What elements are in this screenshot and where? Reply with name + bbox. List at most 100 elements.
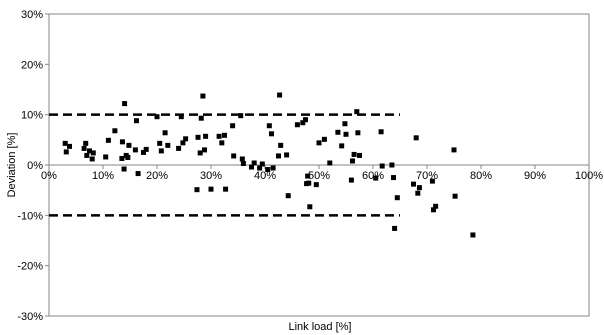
data-point <box>162 130 168 136</box>
y-tick-label: -10% <box>17 210 43 222</box>
data-point <box>62 140 68 146</box>
data-point <box>394 195 400 201</box>
data-point <box>122 101 128 107</box>
y-tick-label: 0% <box>27 160 43 172</box>
data-point <box>238 113 244 119</box>
data-point <box>126 142 132 148</box>
data-point <box>240 160 246 166</box>
data-point <box>433 203 439 209</box>
x-tick-label: 40% <box>254 170 276 182</box>
data-point <box>306 180 312 186</box>
x-tick-label: 0% <box>41 170 57 182</box>
data-point <box>259 161 265 167</box>
data-point <box>223 186 229 192</box>
data-point <box>470 232 476 238</box>
x-axis-title: Link load [%] <box>289 321 352 333</box>
x-axis-ticks: 0% 10% 20% 30% 40% 50% 60% 70% 80% 90% 100% <box>41 164 603 182</box>
data-point <box>222 132 227 138</box>
reference-lines <box>49 113 400 217</box>
data-point <box>416 185 422 191</box>
data-point <box>355 130 361 136</box>
data-point <box>121 166 127 172</box>
data-point <box>305 173 311 179</box>
data-point <box>157 140 163 146</box>
data-point <box>165 142 171 148</box>
x-tick-label: 50% <box>308 170 330 182</box>
data-point <box>67 143 73 149</box>
data-point <box>143 146 149 152</box>
data-point <box>197 150 203 156</box>
x-tick-label: 30% <box>200 170 222 182</box>
data-point <box>313 182 319 188</box>
data-point <box>316 140 322 146</box>
y-tick-label: -20% <box>17 261 43 273</box>
y-axis-title: Deviation [%] <box>6 133 18 198</box>
data-point <box>351 151 357 157</box>
data-point <box>63 149 69 155</box>
data-point <box>270 165 276 171</box>
data-point <box>119 139 125 145</box>
data-point <box>415 190 421 196</box>
data-point <box>321 136 327 142</box>
data-point <box>158 148 164 154</box>
data-point <box>285 193 291 199</box>
data-point <box>105 137 111 143</box>
data-point <box>277 92 283 98</box>
data-point <box>203 133 209 139</box>
data-point <box>176 145 182 151</box>
data-point <box>339 143 345 149</box>
data-point <box>413 135 419 141</box>
data-point <box>327 160 333 166</box>
x-tick-label: 90% <box>524 170 546 182</box>
data-point <box>348 177 354 183</box>
data-point <box>183 136 189 142</box>
data-point <box>89 156 95 162</box>
data-point <box>379 163 385 169</box>
x-tick-label: 80% <box>470 170 492 182</box>
data-point <box>133 118 139 124</box>
data-point <box>119 155 125 161</box>
data-point <box>278 142 284 148</box>
x-tick-label: 10% <box>92 170 114 182</box>
data-point <box>180 140 186 146</box>
data-point <box>216 133 222 139</box>
data-point <box>103 154 109 160</box>
data-point <box>178 114 184 120</box>
data-point <box>90 150 96 156</box>
data-point <box>125 154 131 160</box>
x-tick-label: 20% <box>146 170 168 182</box>
data-point <box>307 204 313 210</box>
data-point <box>284 152 290 158</box>
data-point <box>294 122 300 128</box>
data-point <box>230 123 236 129</box>
data-point <box>257 165 263 171</box>
data-point <box>239 156 245 162</box>
data-point <box>231 153 237 159</box>
data-point <box>83 140 89 146</box>
data-point <box>141 149 146 155</box>
x-tick-label: 100% <box>575 170 603 182</box>
data-point <box>219 140 225 146</box>
data-point <box>276 153 281 159</box>
data-point <box>154 114 160 120</box>
data-point <box>335 129 341 135</box>
data-point <box>200 93 206 99</box>
data-point <box>452 193 458 199</box>
data-point <box>378 129 384 135</box>
data-point <box>349 158 355 164</box>
data-point <box>202 147 208 153</box>
data-point <box>135 171 141 177</box>
data-point <box>266 123 272 129</box>
data-point <box>411 181 416 187</box>
data-point <box>87 148 92 154</box>
data-point <box>208 186 214 192</box>
data-point <box>132 147 138 153</box>
y-tick-label: 20% <box>21 59 43 71</box>
data-point <box>198 115 204 121</box>
data-point <box>429 178 435 184</box>
data-point <box>84 152 90 158</box>
y-tick-label: -30% <box>17 311 43 323</box>
y-tick-label: 30% <box>21 9 43 21</box>
data-point <box>112 128 118 134</box>
